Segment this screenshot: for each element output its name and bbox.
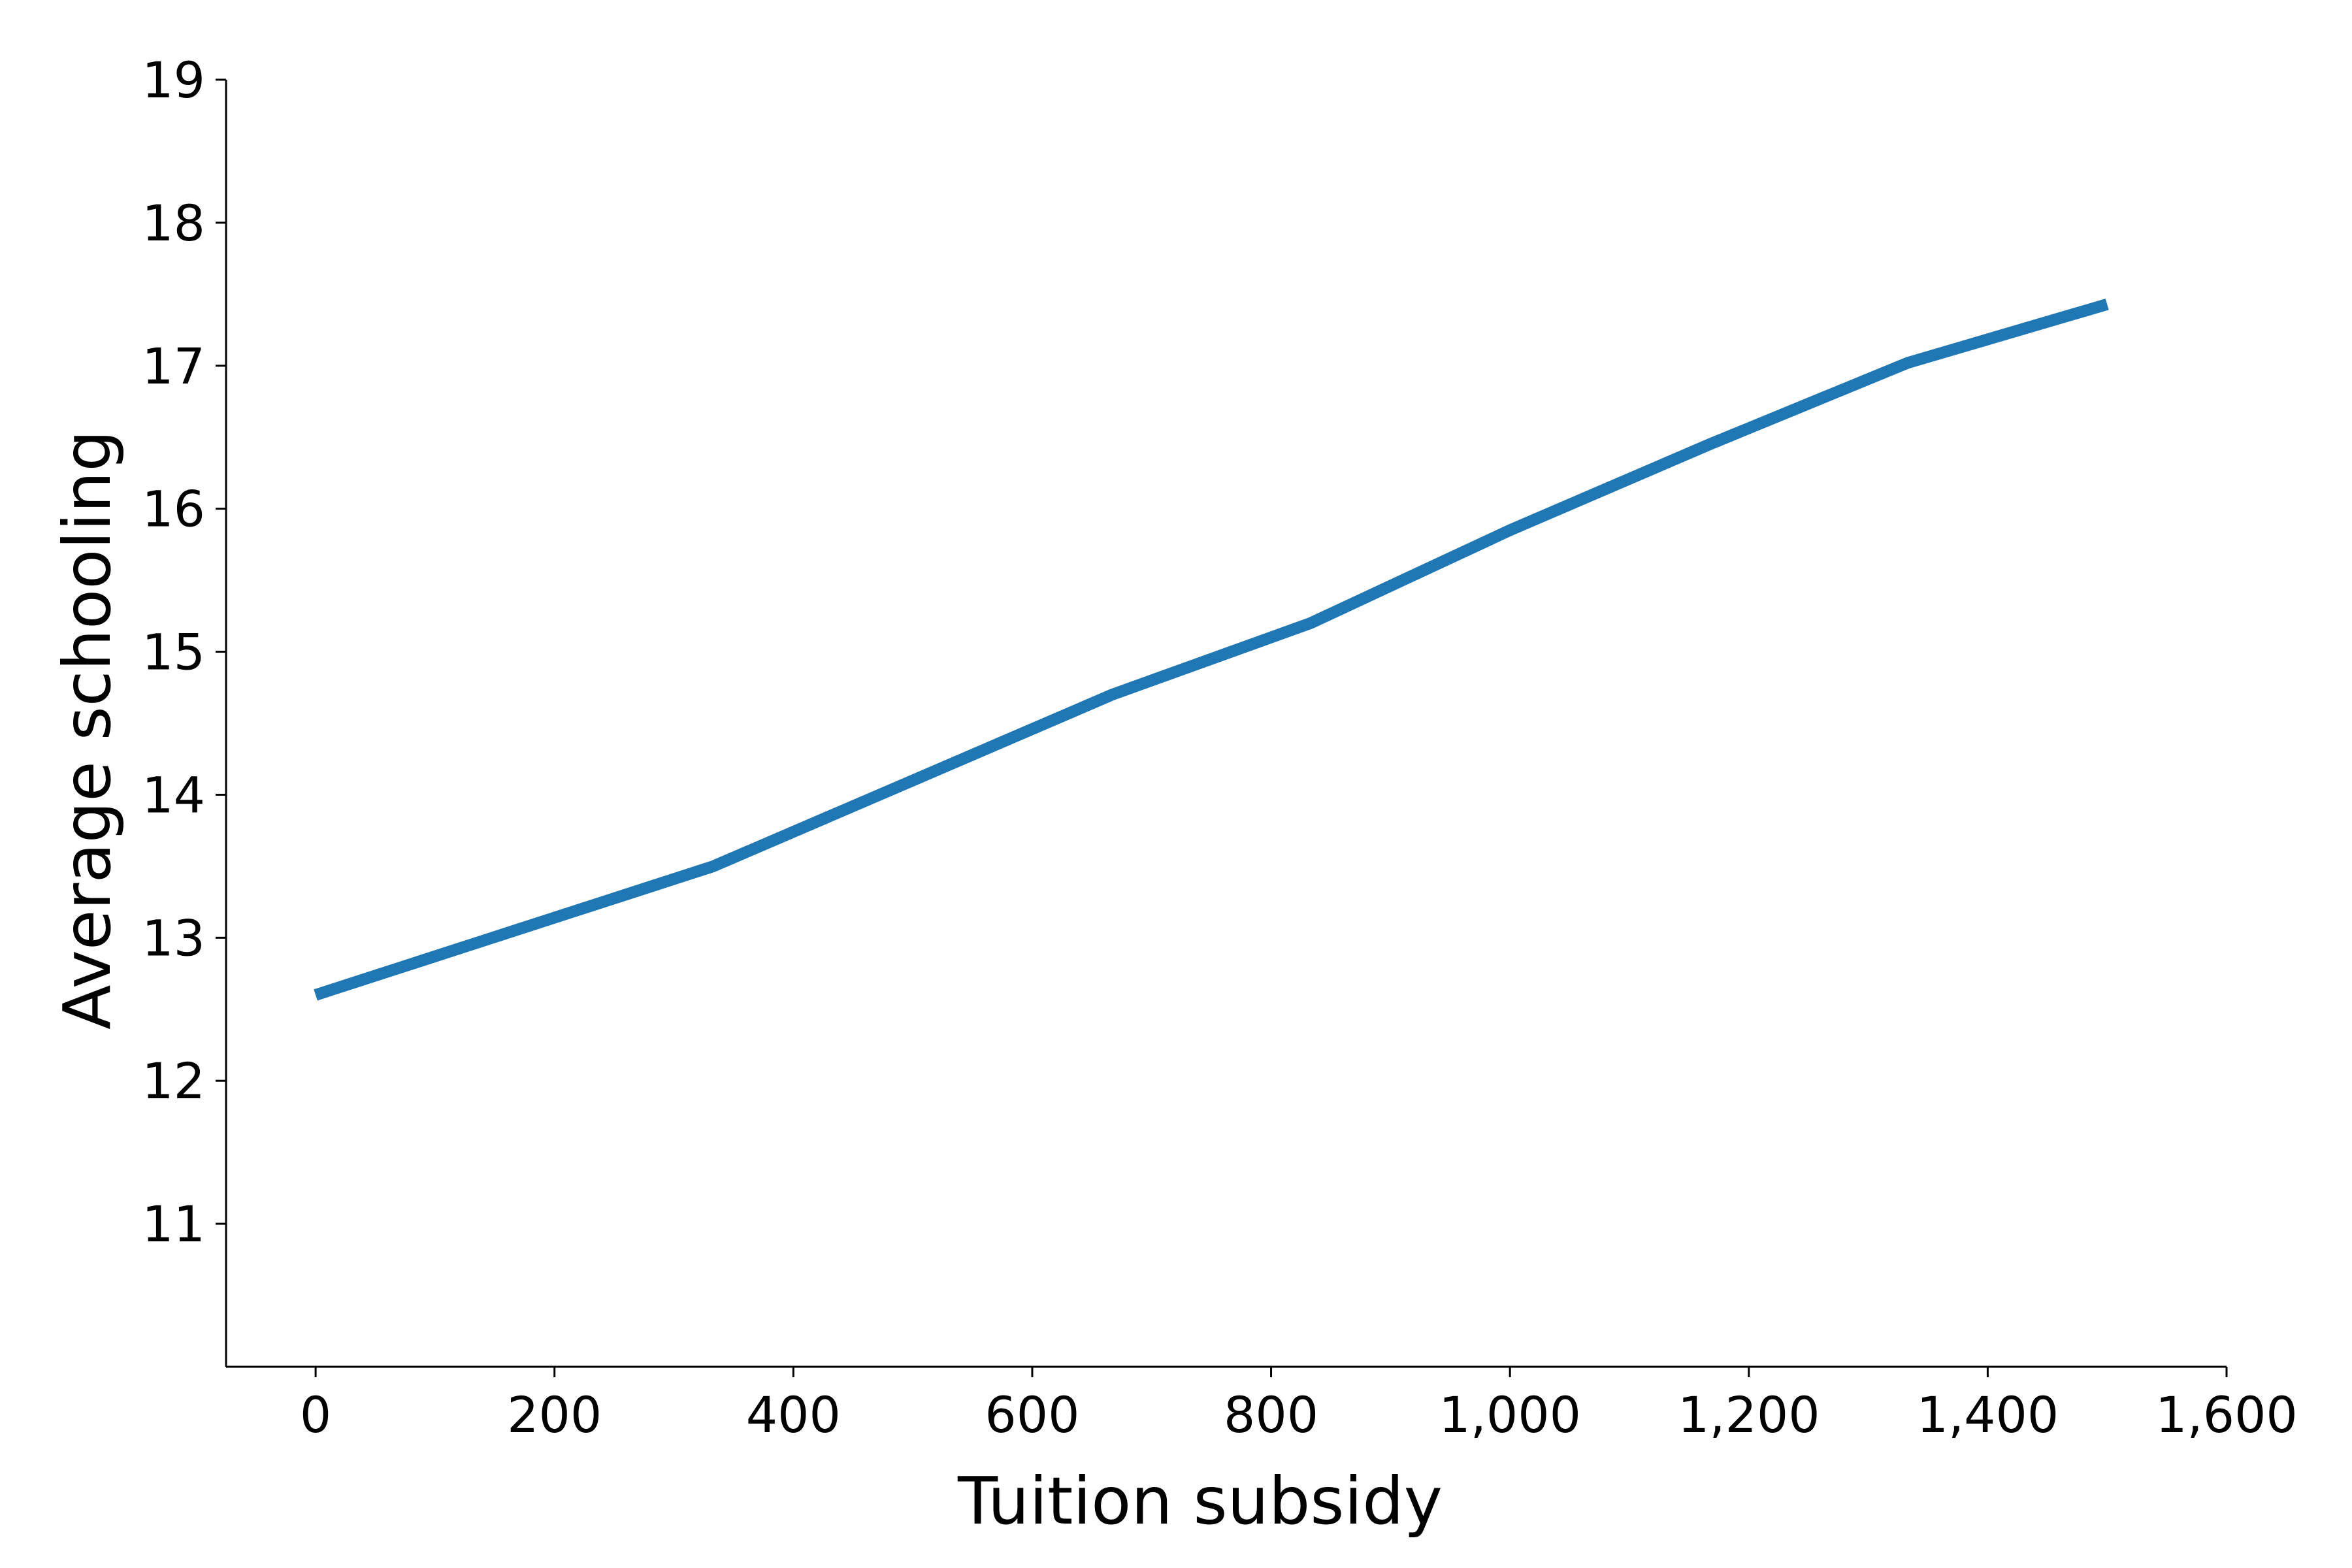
y-tick-label: 16 <box>142 480 205 538</box>
x-tick-label: 1,600 <box>2155 1386 2298 1444</box>
series-line <box>314 299 2109 1001</box>
series <box>314 299 2109 1001</box>
y-tick-label: 11 <box>142 1195 205 1253</box>
x-tick-label: 200 <box>507 1386 602 1444</box>
x-tick-label: 1,000 <box>1439 1386 1581 1444</box>
x-tick-label: 1,400 <box>1917 1386 2059 1444</box>
x-axis-ticks: 0 200 400 600 800 1,000 1,200 1,400 1,600 <box>300 1367 2298 1444</box>
y-tick-label: 17 <box>142 337 205 395</box>
y-tick-label: 18 <box>142 194 205 252</box>
x-axis-label: Tuition subsidy <box>957 1463 1443 1539</box>
y-tick-label: 12 <box>142 1052 205 1110</box>
x-tick-label: 800 <box>1224 1386 1318 1444</box>
y-tick-label: 15 <box>142 623 205 681</box>
y-axis-label: Average schooling <box>49 430 125 1030</box>
y-tick-label: 13 <box>142 909 205 967</box>
axes <box>225 80 2227 1368</box>
x-tick-label: 600 <box>985 1386 1079 1444</box>
x-tick-label: 1,200 <box>1678 1386 1820 1444</box>
y-axis-ticks: 11 12 13 14 15 16 17 18 19 <box>142 51 226 1253</box>
y-tick-label: 14 <box>142 766 205 824</box>
x-tick-label: 400 <box>746 1386 841 1444</box>
y-tick-label: 19 <box>142 51 205 109</box>
x-tick-label: 0 <box>300 1386 331 1444</box>
